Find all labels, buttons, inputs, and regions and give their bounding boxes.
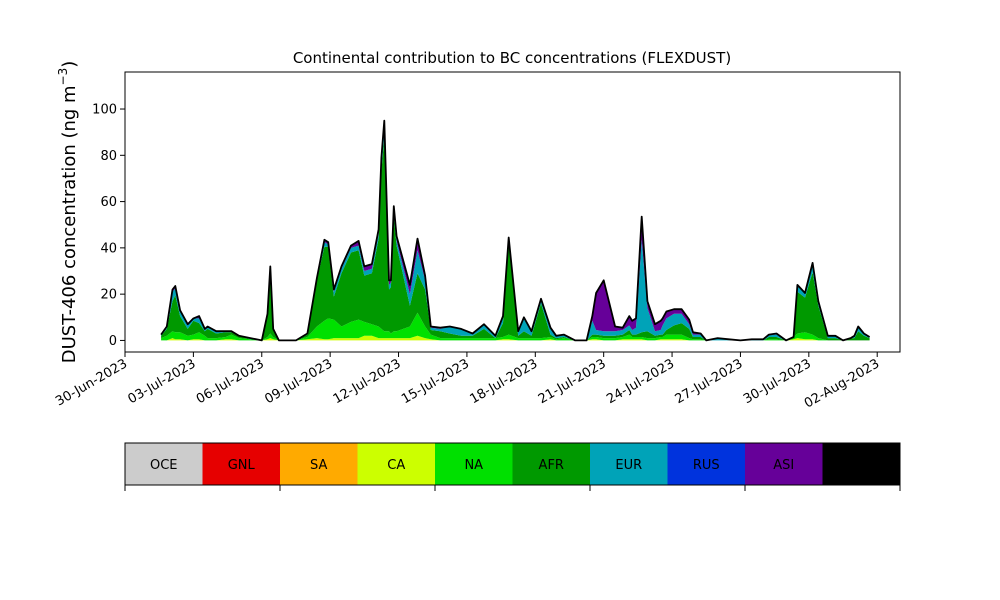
x-tick-label: 15-Jul-2023 (399, 356, 472, 407)
colorbar-swatch-afr (512, 443, 590, 485)
y-tick-label: 80 (100, 149, 117, 164)
y-axis-label-main: DUST-406 concentration (ng m (59, 85, 80, 363)
x-tick-label: 03-Jul-2023 (126, 356, 199, 407)
colorbar-frame (124, 442, 901, 486)
region-colorbar: OCE GNL SA CA NA AFR EUR RUS ASI AUS (124, 442, 901, 491)
colorbar-label-asi: ASI (773, 458, 794, 473)
colorbar-swatch-ca (357, 443, 435, 485)
colorbar-swatch-asi (745, 443, 823, 485)
area-ca (161, 335, 870, 341)
x-tick-label: 02-Aug-2023 (802, 356, 882, 411)
x-tick-label: 30-Jun-2023 (53, 356, 130, 409)
colorbar-swatch-sa (280, 443, 358, 485)
chart-title: Continental contribution to BC concentra… (293, 49, 731, 67)
colorbar-swatch-aus (822, 443, 900, 485)
colorbar-swatch-eur (590, 443, 668, 485)
y-tick-label: 20 (100, 288, 117, 303)
x-axis-ticks: 30-Jun-202303-Jul-202306-Jul-202309-Jul-… (53, 352, 882, 412)
colorbar-swatch-gnl (202, 443, 280, 485)
total-line (160, 119, 871, 342)
area-afr (161, 136, 870, 341)
y-axis-ticks: 0 20 40 60 80 100 (92, 103, 125, 349)
y-tick-label: 40 (100, 241, 117, 256)
x-tick-label: 06-Jul-2023 (194, 356, 267, 407)
y-tick-label: 60 (100, 195, 117, 210)
colorbar-swatch-rus (667, 443, 745, 485)
colorbar-swatch-na (435, 443, 513, 485)
plot-frame (124, 71, 901, 353)
plot-area: 0 20 40 60 80 100 30-Jun-202303-Jul-202306-Ju… (53, 71, 901, 412)
y-axis-label-close: ) (59, 61, 80, 68)
colorbar-label-na: NA (464, 458, 483, 473)
colorbar-swatch-oce (125, 443, 203, 485)
y-tick-label: 100 (92, 103, 117, 118)
colorbar-label-oce: OCE (150, 458, 178, 473)
y-tick-label: 0 (109, 334, 117, 349)
colorbar-label-aus: AUS (848, 458, 875, 473)
x-tick-label: 21-Jul-2023 (536, 356, 609, 407)
y-axis-label: DUST-406 concentration (ng m−3) (56, 61, 80, 364)
colorbar-label-rus: RUS (693, 458, 720, 473)
x-tick-label: 18-Jul-2023 (467, 356, 540, 407)
colorbar-label-ca: CA (387, 458, 405, 473)
colorbar-label-afr: AFR (539, 458, 564, 473)
colorbar-label-gnl: GNL (228, 458, 256, 473)
x-tick-label: 09-Jul-2023 (262, 356, 335, 407)
colorbar-label-sa: SA (310, 458, 327, 473)
stacked-areas (160, 119, 871, 342)
x-tick-label: 24-Jul-2023 (604, 356, 677, 407)
colorbar-label-eur: EUR (615, 458, 642, 473)
area-na (161, 312, 870, 341)
x-tick-label: 12-Jul-2023 (331, 356, 404, 407)
y-axis-label-sup: −3 (56, 68, 70, 86)
x-tick-label: 27-Jul-2023 (673, 356, 746, 407)
